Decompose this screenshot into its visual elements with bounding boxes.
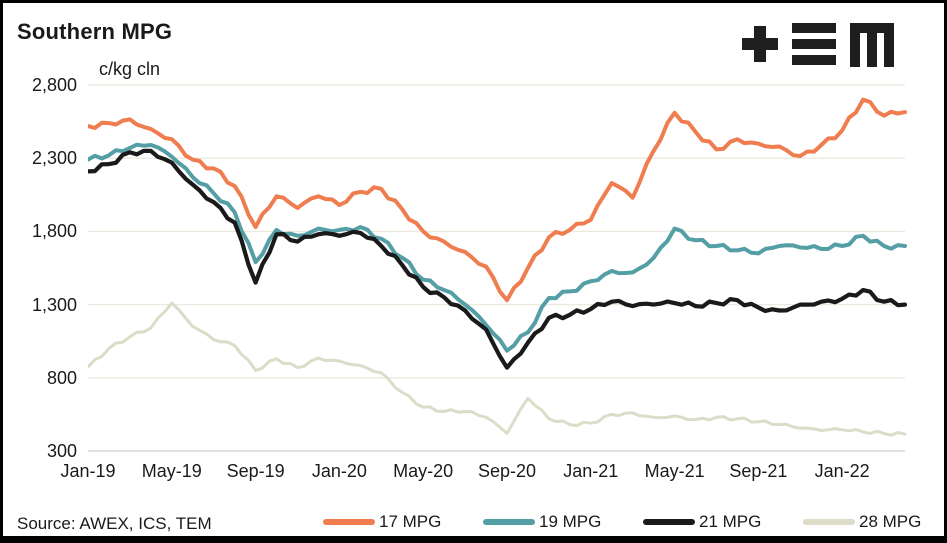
legend-swatch-28mpg bbox=[803, 519, 855, 525]
y-tick-label: 2,300 bbox=[31, 148, 77, 169]
legend-item-28mpg: 28 MPG bbox=[803, 512, 921, 532]
series-line-28-mpg bbox=[86, 301, 907, 437]
series-line-17-mpg bbox=[86, 97, 907, 303]
legend-swatch-19mpg bbox=[483, 519, 535, 525]
x-tick-label: Sep-19 bbox=[226, 461, 285, 481]
x-tick-label: Sep-21 bbox=[729, 461, 788, 481]
tem-logo-icon bbox=[742, 23, 894, 67]
x-tick-label: Jan-20 bbox=[311, 461, 367, 481]
y-tick-label: 1,800 bbox=[31, 221, 77, 242]
x-tick-label: Jan-21 bbox=[563, 461, 619, 481]
legend-item-19mpg: 19 MPG bbox=[483, 512, 601, 532]
legend-swatch-21mpg bbox=[643, 519, 695, 525]
chart-footer: Source: AWEX, ICS, TEM 17 MPG 19 MPG 21 … bbox=[3, 508, 944, 536]
series-line-19-mpg bbox=[86, 142, 907, 353]
legend-item-17mpg: 17 MPG bbox=[323, 512, 441, 532]
x-tick-label: May-20 bbox=[393, 461, 454, 481]
legend-item-21mpg: 21 MPG bbox=[643, 512, 761, 532]
chart-title: Southern MPG bbox=[17, 19, 173, 44]
x-axis-tick-labels: Jan-19 May-19 Sep-19 Jan-20 May-20 Sep-20 Jan-… bbox=[3, 461, 944, 485]
x-tick-label: Jan-22 bbox=[814, 461, 870, 481]
source-label: Source: AWEX, ICS, TEM bbox=[17, 514, 212, 533]
y-tick-label: 800 bbox=[46, 367, 77, 388]
x-tick-label: Sep-20 bbox=[477, 461, 537, 481]
y-tick-label: 2,800 bbox=[31, 75, 77, 95]
line-chart bbox=[85, 84, 908, 452]
plot-area bbox=[85, 73, 908, 453]
legend: 17 MPG 19 MPG 21 MPG 28 MPG bbox=[303, 508, 944, 536]
x-tick-label: Jan-19 bbox=[60, 461, 116, 481]
y-tick-label: 300 bbox=[46, 441, 77, 461]
x-tick-label: May-21 bbox=[644, 461, 705, 481]
legend-swatch-17mpg bbox=[323, 519, 375, 525]
y-tick-label: 1,300 bbox=[31, 294, 77, 315]
series-line-21-mpg bbox=[85, 148, 908, 370]
y-axis-units-label: c/kg cln bbox=[99, 59, 161, 79]
x-tick-label: May-19 bbox=[141, 461, 202, 481]
